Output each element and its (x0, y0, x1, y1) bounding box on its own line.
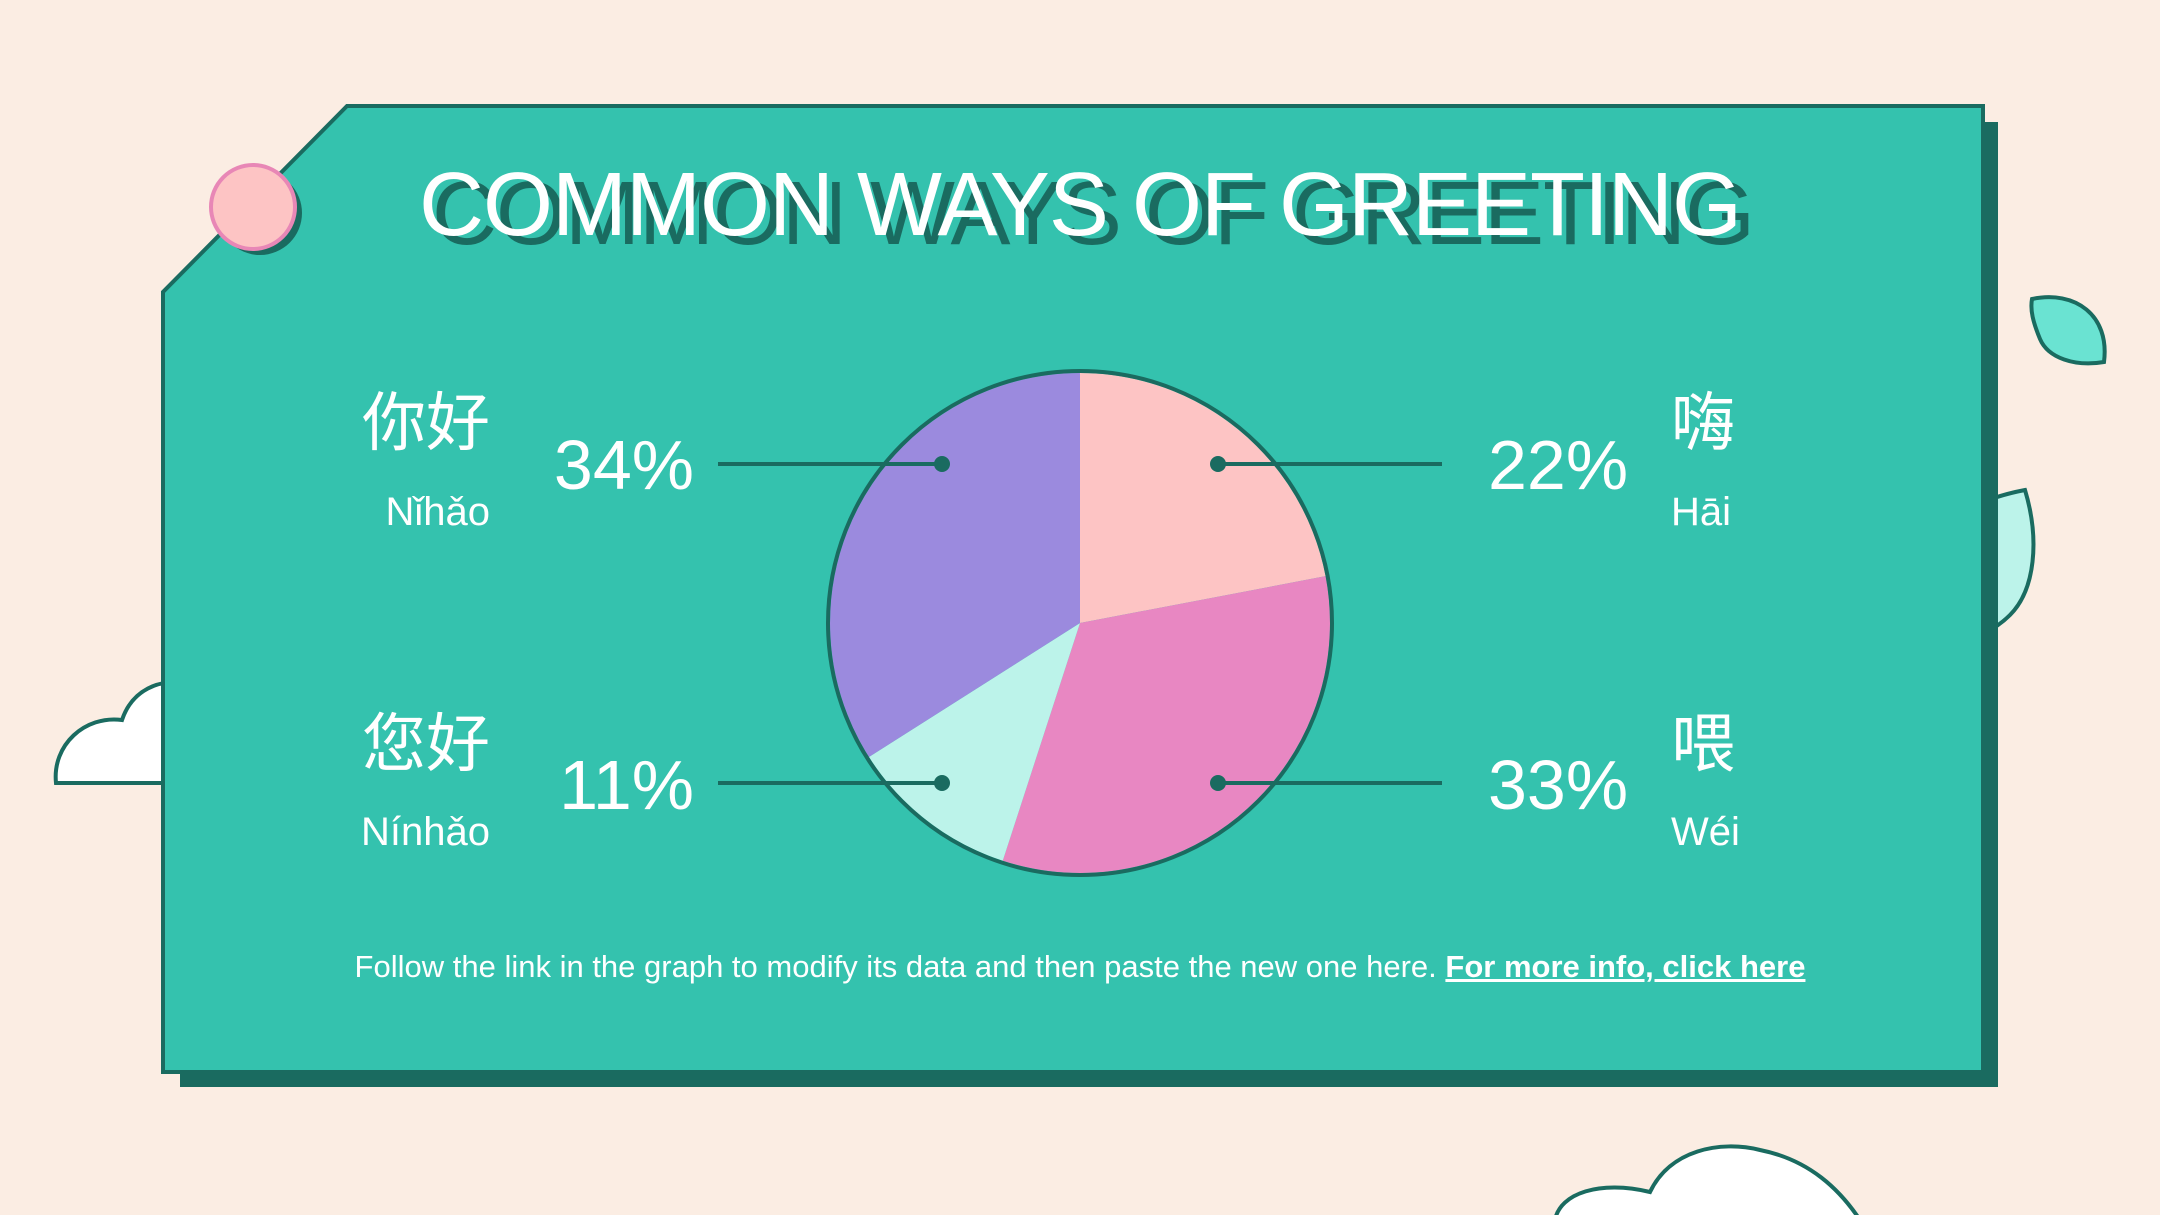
label-hai-value: 22% (1488, 426, 1629, 504)
slice-wei (1002, 576, 1330, 873)
label-wei-hanzi: 喂 (1671, 708, 1735, 782)
more-info-link[interactable]: For more info, click here (1445, 949, 1806, 984)
label-hai-hanzi: 嗨 (1671, 387, 1735, 461)
chart-title: COMMON WAYS OF GREETING (419, 155, 1742, 255)
label-nihao-value: 34% (553, 426, 694, 504)
leader-ninhao-dot (934, 775, 950, 791)
slice-hai (1080, 373, 1326, 623)
footer-note: Follow the link in the graph to modify i… (0, 949, 2160, 985)
label-wei-value: 33% (1488, 746, 1629, 824)
bottom-cloud (1554, 1144, 1859, 1215)
label-ninhao-pinyin: Nínhǎo (361, 810, 490, 854)
label-ninhao-hanzi: 您好 (362, 708, 490, 782)
slice-nihao (830, 373, 1080, 757)
label-wei-pinyin: Wéi (1671, 810, 1740, 854)
slice-ninhao (868, 623, 1080, 861)
label-nihao-hanzi: 你好 (362, 387, 490, 461)
label-hai-pinyin: Hāi (1671, 490, 1732, 534)
leader-hai-dot (1210, 456, 1226, 472)
label-nihao-pinyin: Nǐhǎo (385, 490, 490, 534)
footer-text: Follow the link in the graph to modify i… (354, 949, 1437, 984)
leader-wei-dot (1210, 775, 1226, 791)
leaf-small (2029, 295, 2107, 366)
leader-nihao-dot (934, 456, 950, 472)
pie-outline (826, 369, 1334, 877)
label-ninhao-value: 11% (559, 746, 694, 824)
pink-dot (209, 163, 297, 251)
